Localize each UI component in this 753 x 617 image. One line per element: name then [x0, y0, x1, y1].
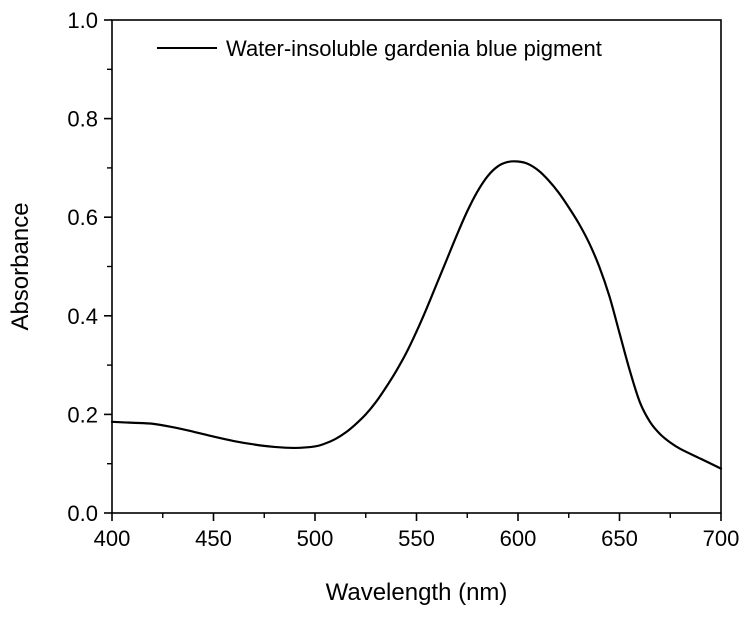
- y-tick-label: 0.6: [67, 205, 98, 230]
- x-axis-ticks: 400 450 500 550 600 650 700: [94, 513, 740, 551]
- y-tick-label: 0.4: [67, 304, 98, 329]
- plot-frame: [111, 19, 722, 514]
- x-tick-label: 700: [703, 526, 740, 551]
- y-axis-ticks: 0.0 0.2 0.4 0.6 0.8 1.0: [67, 8, 112, 526]
- legend-label: Water-insoluble gardenia blue pigment: [226, 36, 602, 61]
- legend: Water-insoluble gardenia blue pigment: [157, 36, 602, 61]
- x-tick-label: 600: [500, 526, 537, 551]
- y-tick-label: 1.0: [67, 8, 98, 33]
- series-layer: [110, 160, 723, 470]
- x-tick-label: 500: [297, 526, 334, 551]
- x-tick-label: 400: [94, 526, 131, 551]
- x-tick-label: 650: [601, 526, 638, 551]
- y-tick-label: 0.2: [67, 402, 98, 427]
- x-axis-title: Wavelength (nm): [326, 579, 508, 606]
- x-tick-label: 550: [398, 526, 435, 551]
- y-axis-title: Absorbance: [7, 202, 34, 330]
- series-line: [110, 160, 723, 470]
- y-tick-label: 0.0: [67, 501, 98, 526]
- y-tick-label: 0.8: [67, 107, 98, 132]
- x-tick-label: 450: [195, 526, 232, 551]
